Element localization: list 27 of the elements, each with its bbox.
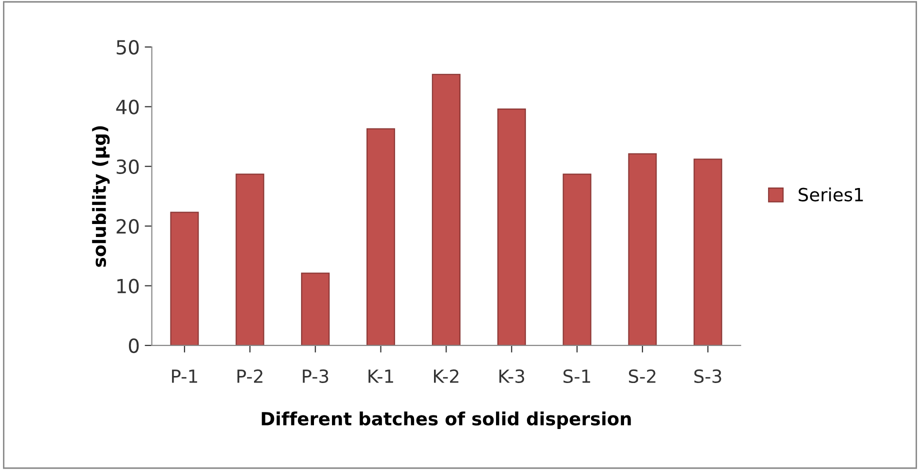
- x-tick-label: S-3: [694, 369, 722, 384]
- bar: [694, 158, 722, 346]
- bar: [301, 272, 330, 346]
- y-tick-label: 40: [116, 100, 139, 114]
- x-tick-label: P-1: [172, 370, 198, 383]
- x-tick-label: S-2: [628, 369, 656, 384]
- y-tick-label: 50: [116, 40, 139, 55]
- bar: [432, 74, 460, 346]
- x-tick-label: P-2: [237, 369, 262, 383]
- x-tick-label: K-2: [434, 369, 458, 383]
- x-axis-title: Different batches of solid dispersion: [262, 412, 631, 430]
- x-tick-label: K-3: [499, 369, 524, 384]
- legend-label: Series1: [798, 187, 863, 202]
- bar: [628, 153, 657, 346]
- y-axis-title: solubility (µg): [92, 126, 110, 267]
- x-tick-label: S-1: [564, 369, 590, 384]
- bar: [497, 108, 526, 346]
- bar: [236, 174, 264, 346]
- x-tick-label: K-1: [368, 370, 394, 383]
- y-tick-label: 30: [116, 159, 139, 174]
- bar: [562, 174, 592, 346]
- bar: [170, 212, 199, 346]
- bar: [366, 128, 396, 346]
- y-tick-label: 0: [128, 338, 139, 354]
- y-tick-label: 10: [117, 278, 139, 294]
- y-tick-label: 20: [116, 219, 139, 234]
- x-tick-label: P-3: [302, 369, 328, 384]
